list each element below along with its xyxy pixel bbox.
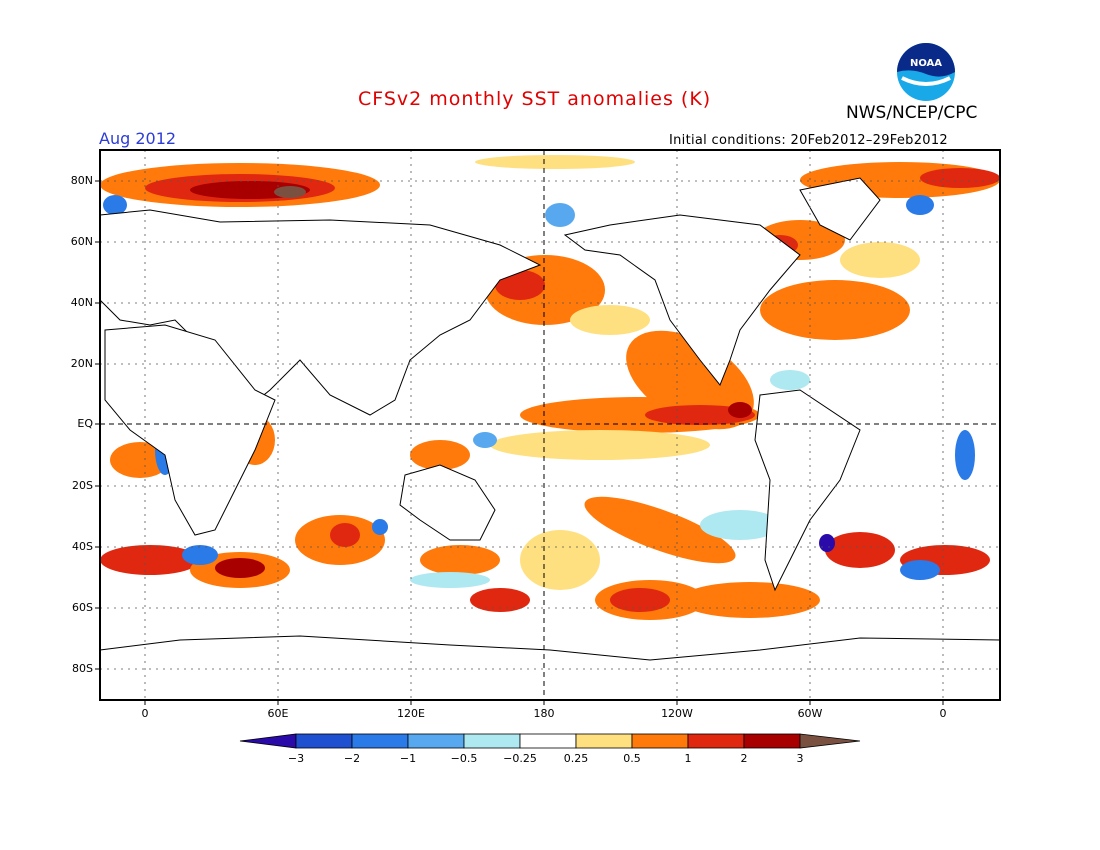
lon-label: 0 bbox=[939, 707, 947, 720]
lat-label: 40N bbox=[70, 296, 93, 309]
anomaly-field bbox=[100, 155, 1000, 620]
africa bbox=[104, 324, 276, 536]
lon-label: 120E bbox=[397, 707, 425, 720]
colorbar-label: 0.5 bbox=[623, 752, 641, 765]
colorbar-label: 2 bbox=[740, 752, 748, 765]
map-frame bbox=[99, 149, 1001, 701]
colorbar-box bbox=[351, 733, 409, 749]
south-america bbox=[754, 389, 861, 592]
colorbar-label: −0.5 bbox=[450, 752, 478, 765]
lat-label: 80N bbox=[70, 174, 93, 187]
equator-dateline bbox=[100, 150, 1000, 700]
valid-month-label: Aug 2012 bbox=[99, 129, 177, 148]
initial-conditions-label: Initial conditions: 20Feb2012–29Feb2012 bbox=[669, 133, 948, 148]
lon-label: 60W bbox=[797, 707, 823, 720]
colorbar-box bbox=[295, 733, 353, 749]
colorbar-arrow-right bbox=[799, 733, 861, 749]
noaa-logo-icon: NOAA bbox=[897, 43, 955, 101]
lat-label: 60N bbox=[70, 235, 93, 248]
colorbar-label: −1 bbox=[399, 752, 417, 765]
colorbar-box bbox=[631, 733, 689, 749]
colorbar-label: −0.25 bbox=[503, 752, 537, 765]
gridlines bbox=[100, 150, 1000, 700]
lat-label: 20N bbox=[70, 357, 93, 370]
colorbar-box bbox=[407, 733, 465, 749]
map-title: CFSv2 monthly SST anomalies (K) bbox=[358, 88, 712, 110]
lat-label: 80S bbox=[72, 662, 93, 675]
north-america bbox=[563, 214, 801, 386]
lon-label: 180 bbox=[533, 707, 555, 720]
greenland bbox=[799, 177, 881, 241]
colorbar-box bbox=[687, 733, 745, 749]
continents bbox=[99, 177, 1001, 701]
lon-label: 120W bbox=[661, 707, 693, 720]
lat-label: 60S bbox=[72, 601, 93, 614]
colorbar-arrow-left bbox=[239, 733, 297, 749]
colorbar-label: 0.25 bbox=[563, 752, 589, 765]
colorbar bbox=[239, 733, 861, 749]
lat-label: 20S bbox=[72, 479, 93, 492]
lon-label: 0 bbox=[141, 707, 149, 720]
colorbar-box bbox=[519, 733, 577, 749]
lat-label: EQ bbox=[77, 417, 93, 430]
lon-label: 60E bbox=[267, 707, 289, 720]
colorbar-label: 1 bbox=[684, 752, 692, 765]
australia bbox=[399, 464, 496, 541]
eurasia bbox=[99, 209, 542, 416]
logo-text: NOAA bbox=[910, 58, 942, 69]
colorbar-box bbox=[575, 733, 633, 749]
colorbar-label: −2 bbox=[343, 752, 361, 765]
lat-label: 40S bbox=[72, 540, 93, 553]
colorbar-label: 3 bbox=[796, 752, 804, 765]
colorbar-box bbox=[463, 733, 521, 749]
colorbar-box bbox=[743, 733, 801, 749]
agency-label: NWS/NCEP/CPC bbox=[846, 103, 978, 123]
colorbar-label: −3 bbox=[287, 752, 305, 765]
